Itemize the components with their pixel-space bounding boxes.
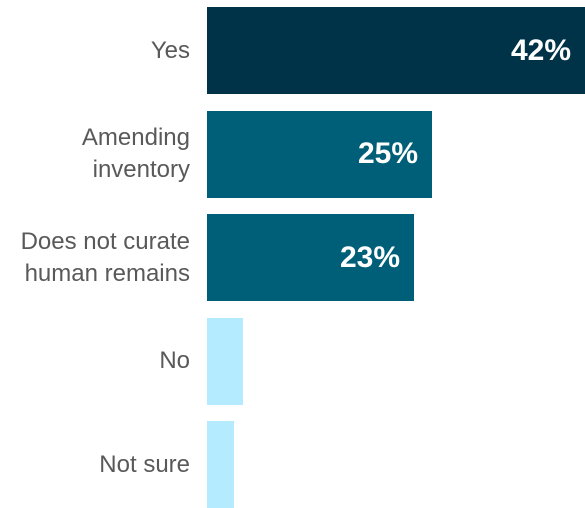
category-label: Amending inventory <box>81 124 190 183</box>
bar: 23% <box>207 214 414 301</box>
bar: 25% <box>207 110 432 198</box>
data-label: 25% <box>357 137 418 170</box>
data-label: 42% <box>510 33 571 67</box>
data-label: 23% <box>339 240 400 274</box>
bar <box>207 317 243 405</box>
bar: 42% <box>207 7 585 94</box>
category-label: No <box>159 347 190 374</box>
bar <box>207 421 234 508</box>
category-label: Does not curate human remains <box>20 227 190 287</box>
category-label: Yes <box>150 36 190 64</box>
category-label: Not sure <box>99 450 190 478</box>
